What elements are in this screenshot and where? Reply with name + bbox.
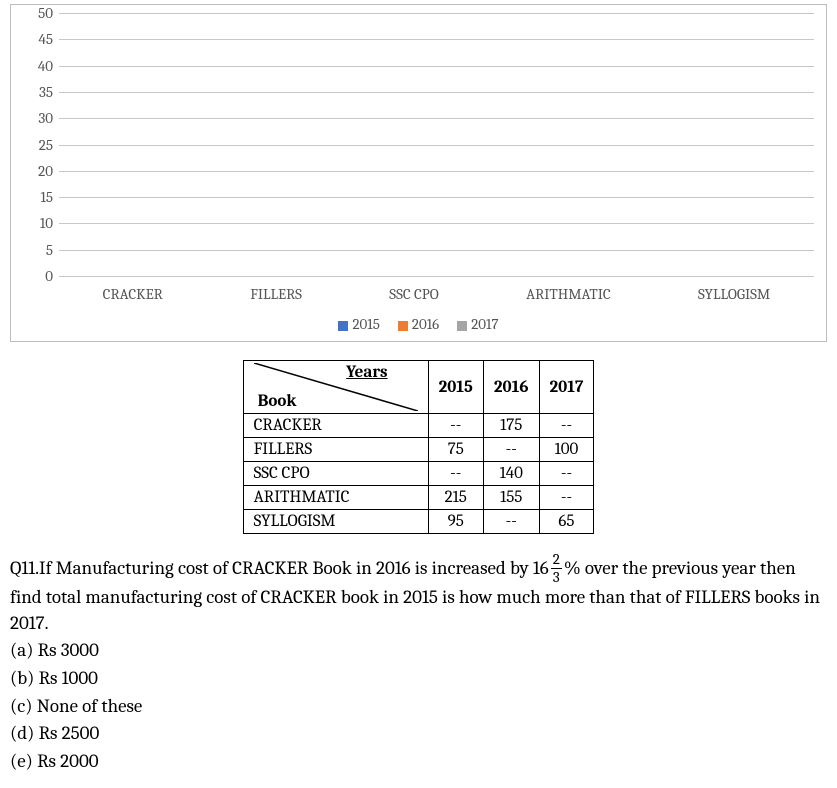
option-c: (c) None of these (10, 694, 827, 720)
corner-book-label: Book (258, 392, 297, 411)
plot-area: 05101520253035404550 (59, 13, 814, 277)
table-row: ARITHMATIC215155-- (243, 486, 594, 510)
table-cell: 140 (483, 462, 539, 486)
grid-line (59, 39, 814, 40)
table-cell: 65 (539, 510, 594, 534)
fraction-numerator: 2 (551, 552, 562, 569)
bar-chart: 05101520253035404550 CRACKERFILLERSSSC C… (10, 4, 827, 342)
col-header: 2017 (539, 361, 594, 414)
table-row: SSC CPO--140-- (243, 462, 594, 486)
table-cell: 175 (483, 414, 539, 438)
legend-item: 2016 (398, 315, 439, 333)
table-cell: -- (539, 462, 594, 486)
legend-swatch (457, 321, 467, 331)
x-axis-labels: CRACKER FILLERS SSC CPO ARITHMATIC SYLLOGISM (59, 277, 814, 303)
y-tick-label: 5 (25, 241, 53, 259)
table-cell: -- (428, 414, 483, 438)
table-row: SYLLOGISM95--65 (243, 510, 594, 534)
y-tick-label: 45 (25, 30, 53, 48)
option-a: (a) Rs 3000 (10, 638, 827, 664)
option-e: (e) Rs 2000 (10, 749, 827, 775)
grid-line (59, 250, 814, 251)
y-tick-label: 50 (25, 4, 53, 22)
row-header: ARITHMATIC (243, 486, 428, 510)
legend-swatch (338, 321, 348, 331)
grid-line (59, 145, 814, 146)
table-cell: 95 (428, 510, 483, 534)
table-row: CRACKER--175-- (243, 414, 594, 438)
table-cell: 100 (539, 438, 594, 462)
x-tick-label: SSC CPO (389, 285, 438, 303)
x-tick-label: FILLERS (250, 285, 302, 303)
table-cell: 75 (428, 438, 483, 462)
question-text: Q11.If Manufacturing cost of CRACKER Boo… (10, 552, 827, 636)
corner-years-label: Years (346, 363, 387, 382)
legend-swatch (398, 321, 408, 331)
y-tick-label: 35 (25, 83, 53, 101)
question-block: Q11.If Manufacturing cost of CRACKER Boo… (0, 552, 837, 788)
grid-line (59, 276, 814, 277)
legend-item: 2015 (338, 315, 379, 333)
row-header: SYLLOGISM (243, 510, 428, 534)
table-cell: -- (539, 414, 594, 438)
fraction: 23 (551, 552, 562, 585)
y-tick-label: 20 (25, 162, 53, 180)
y-tick-label: 25 (25, 136, 53, 154)
x-tick-label: SYLLOGISM (698, 285, 770, 303)
grid-line (59, 171, 814, 172)
row-header: SSC CPO (243, 462, 428, 486)
option-d: (d) Rs 2500 (10, 721, 827, 747)
row-header: CRACKER (243, 414, 428, 438)
question-prefix: Q11.If Manufacturing cost of CRACKER Boo… (10, 557, 549, 579)
table-cell: -- (483, 438, 539, 462)
row-header: FILLERS (243, 438, 428, 462)
grid-line (59, 197, 814, 198)
y-tick-label: 0 (25, 267, 53, 285)
y-tick-label: 40 (25, 57, 53, 75)
grid-line (59, 66, 814, 67)
answer-options: (a) Rs 3000 (b) Rs 1000 (c) None of thes… (10, 638, 827, 774)
table-cell: -- (539, 486, 594, 510)
table-cell: 215 (428, 486, 483, 510)
grid-line (59, 118, 814, 119)
chart-legend: 2015 2016 2017 (11, 315, 826, 333)
grid-line (59, 13, 814, 14)
table-cell: -- (483, 510, 539, 534)
y-tick-label: 10 (25, 214, 53, 232)
table-cell: 155 (483, 486, 539, 510)
grid-line (59, 92, 814, 93)
x-tick-label: CRACKER (103, 285, 163, 303)
y-tick-label: 30 (25, 109, 53, 127)
x-tick-label: ARITHMATIC (526, 285, 611, 303)
legend-item: 2017 (457, 315, 498, 333)
table-corner-cell: Years Book (243, 361, 428, 414)
y-tick-label: 15 (25, 188, 53, 206)
table-cell: -- (428, 462, 483, 486)
grid-line (59, 223, 814, 224)
col-header: 2016 (483, 361, 539, 414)
table-header-row: Years Book 2015 2016 2017 (243, 361, 594, 414)
fraction-denominator: 3 (551, 569, 562, 585)
table-row: FILLERS75--100 (243, 438, 594, 462)
data-table: Years Book 2015 2016 2017 CRACKER--175--… (243, 360, 595, 534)
col-header: 2015 (428, 361, 483, 414)
option-b: (b) Rs 1000 (10, 666, 827, 692)
